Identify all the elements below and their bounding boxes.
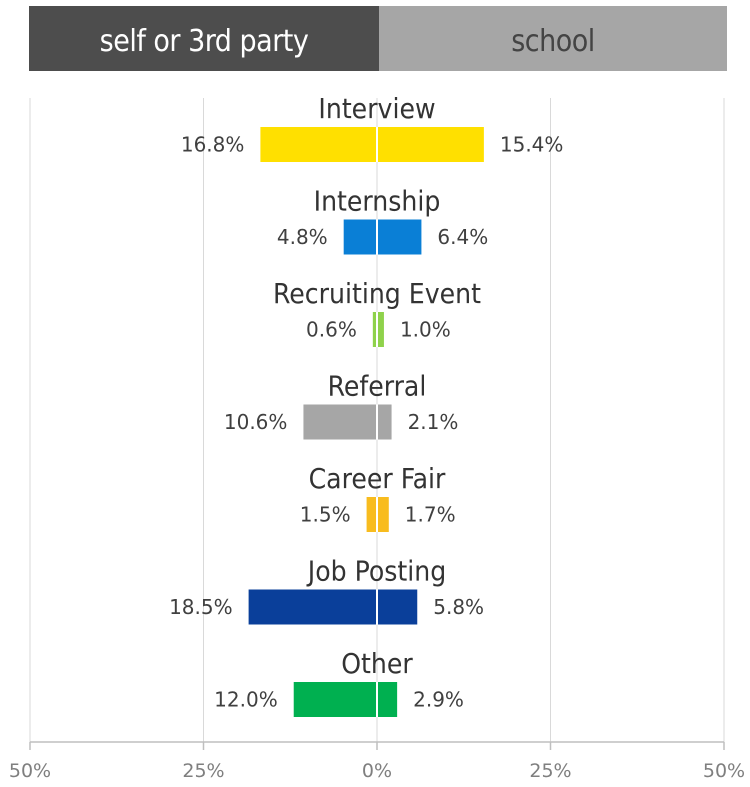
header-right-label: school: [511, 24, 595, 59]
value-label-right: 2.9%: [413, 688, 464, 712]
bar-school: [377, 497, 389, 532]
category-label: Internship: [314, 185, 441, 218]
header-self-or-3rd-party: self or 3rd party: [29, 0, 379, 71]
bar-school: [377, 404, 392, 440]
category-label: Career Fair: [309, 462, 446, 495]
header-school: school: [379, 0, 727, 71]
value-label-right: 6.4%: [437, 225, 488, 249]
category-label: Job Posting: [306, 555, 446, 588]
bar-self-or-3rd-party: [293, 682, 377, 717]
x-tick-label: 50%: [703, 760, 745, 782]
value-label-left: 10.6%: [224, 410, 288, 434]
bar-self-or-3rd-party: [343, 219, 377, 255]
x-tick-label: 0%: [362, 760, 392, 782]
category-label: Other: [341, 647, 413, 680]
value-label-right: 1.0%: [400, 318, 451, 342]
x-tick-label: 25%: [529, 760, 571, 782]
value-label-right: 2.1%: [408, 410, 459, 434]
value-label-left: 12.0%: [214, 688, 278, 712]
header-top-crop: [29, 0, 727, 6]
header-left-label: self or 3rd party: [99, 24, 309, 59]
category-label: Referral: [328, 370, 427, 403]
bar-school: [377, 589, 418, 625]
bar-self-or-3rd-party: [303, 404, 377, 440]
value-label-left: 18.5%: [169, 595, 233, 619]
value-label-left: 16.8%: [181, 133, 245, 157]
bar-school: [377, 312, 384, 347]
category-label: Interview: [318, 92, 435, 125]
bar-self-or-3rd-party: [248, 589, 377, 625]
bar-self-or-3rd-party: [366, 497, 377, 532]
value-label-left: 1.5%: [300, 503, 351, 527]
bar-self-or-3rd-party: [372, 312, 377, 347]
chart-header: self or 3rd party school: [29, 0, 727, 71]
bar-school: [377, 127, 484, 162]
value-label-right: 1.7%: [405, 503, 456, 527]
category-label: Recruiting Event: [273, 277, 481, 310]
bar-school: [377, 682, 398, 717]
bar-school: [377, 219, 422, 255]
x-tick-label: 50%: [9, 760, 51, 782]
value-label-left: 0.6%: [306, 318, 357, 342]
x-tick-label: 25%: [182, 760, 224, 782]
value-label-right: 5.8%: [433, 595, 484, 619]
value-label-right: 15.4%: [500, 133, 564, 157]
value-label-left: 4.8%: [277, 225, 328, 249]
bar-self-or-3rd-party: [260, 127, 377, 162]
